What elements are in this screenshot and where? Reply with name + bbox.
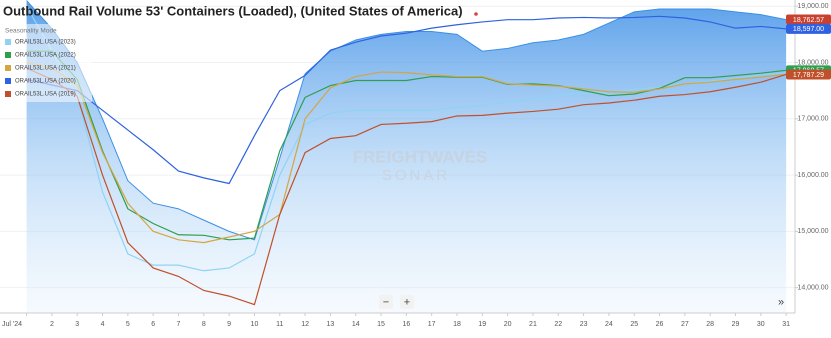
- control-label[interactable]: +: [404, 296, 410, 308]
- x-tick-label: 22: [554, 321, 562, 328]
- watermark-text: SONAR: [382, 167, 450, 184]
- title-dot: [474, 12, 478, 16]
- legend-label: ORAIL53L.USA (2020): [15, 79, 76, 85]
- x-tick-label: 11: [276, 321, 283, 328]
- x-tick-label: 13: [327, 321, 335, 328]
- legend-swatch: [5, 78, 11, 84]
- value-tag: [786, 14, 831, 25]
- value-tag-label: 18,762.57: [793, 17, 824, 24]
- control-label[interactable]: −: [383, 296, 389, 308]
- x-tick-label: 18: [453, 321, 461, 328]
- value-tag: [786, 23, 831, 34]
- x-tick-label: 4: [101, 321, 105, 328]
- y-tick-label: 14,000.00: [797, 285, 828, 292]
- legend-swatch: [5, 39, 11, 45]
- value-tag: [786, 69, 831, 80]
- legend-title: Seasonality Mode: [5, 28, 57, 35]
- value-tag-label: 17,787.29: [793, 72, 824, 79]
- x-tick-label: 24: [605, 321, 613, 328]
- zoom-button[interactable]: [400, 295, 414, 309]
- watermark: FREIGHTWAVES SONAR: [353, 147, 488, 183]
- x-tick-label: 5: [126, 321, 130, 328]
- x-tick-label: 12: [301, 321, 309, 328]
- x-tick-label: 26: [656, 321, 664, 328]
- y-tick-label: 16,000.00: [797, 172, 828, 179]
- x-tick-label: 17: [428, 321, 436, 328]
- x-tick-label: 23: [580, 321, 588, 328]
- watermark-text: FREIGHTWAVES: [353, 147, 488, 166]
- x-tick-label: 30: [757, 321, 765, 328]
- series-line: [26, 5, 787, 272]
- x-tick-label: 21: [529, 321, 537, 328]
- y-tick-label: 18,000.00: [797, 59, 828, 66]
- series-line: [26, 61, 787, 244]
- x-tick-label: 29: [732, 321, 740, 328]
- x-tick-label: 3: [75, 321, 79, 328]
- legend-label: ORAIL53L.USA (2021): [15, 66, 76, 72]
- x-tick-label: 2: [50, 321, 54, 328]
- x-tick-label: 27: [681, 321, 689, 328]
- series-line: [26, 15, 787, 185]
- value-tag-label: 18,597.00: [793, 26, 824, 33]
- x-tick-label: 25: [630, 321, 638, 328]
- y-tick-label: 17,000.00: [797, 116, 828, 123]
- control-label[interactable]: »: [778, 296, 784, 308]
- x-tick-label: 31: [782, 321, 790, 328]
- legend-swatch: [5, 52, 11, 58]
- legend-box: [2, 24, 92, 102]
- x-tick-label: 6: [151, 321, 155, 328]
- x-tick-label: 9: [227, 321, 231, 328]
- x-tick-label: 14: [352, 321, 360, 328]
- zoom-button[interactable]: [379, 295, 393, 309]
- area-line: [26, 0, 787, 241]
- y-tick-label: 19,000.00: [797, 3, 828, 10]
- x-tick-label: 8: [202, 321, 206, 328]
- x-tick-label: 7: [177, 321, 181, 328]
- legend-swatch: [5, 65, 11, 71]
- series-line: [26, 67, 787, 306]
- x-tick-label: 19: [478, 321, 486, 328]
- legend-label: ORAIL53L.USA (2022): [15, 53, 76, 59]
- x-tick-label: 20: [504, 321, 512, 328]
- y-tick-label: 15,000.00: [797, 228, 828, 235]
- x-tick-label: Jul '24: [2, 321, 22, 328]
- x-tick-label: 16: [402, 321, 410, 328]
- x-tick-label: 15: [377, 321, 385, 328]
- area-fill: [26, 0, 787, 313]
- x-tick-label: 10: [251, 321, 259, 328]
- x-tick-label: 28: [706, 321, 714, 328]
- legend-label: ORAIL53L.USA (2019): [15, 92, 76, 98]
- chart-title: Outbound Rail Volume 53' Containers (Loa…: [3, 3, 463, 18]
- legend-swatch: [5, 91, 11, 97]
- legend-label: ORAIL53L.USA (2023): [15, 40, 76, 46]
